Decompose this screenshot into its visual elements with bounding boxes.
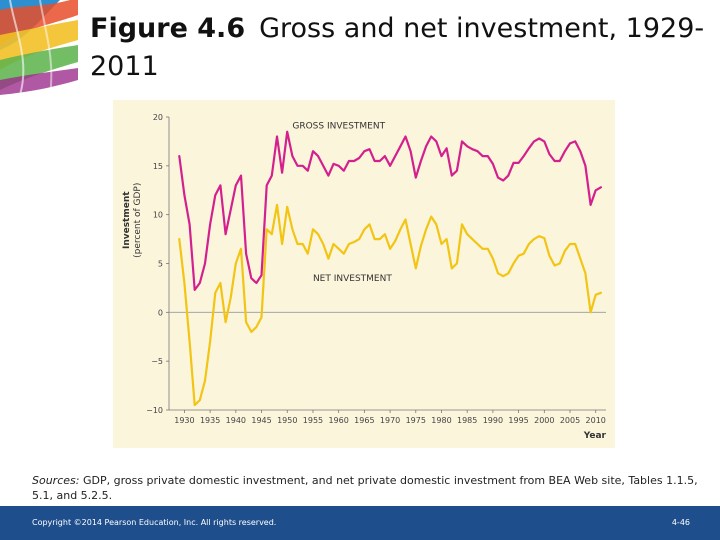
x-tick-label: 1950 <box>277 416 297 425</box>
y-tick-label: 0 <box>158 308 163 317</box>
chart-panel: Investment(percent of GDP) −10 −5 0 5 10 15 20… <box>113 100 615 448</box>
series-line-net-investment <box>178 203 602 407</box>
series-line-gross-investment <box>178 130 602 291</box>
figure-number: Figure 4.6 <box>90 13 246 44</box>
y-tick-label: 15 <box>153 162 163 171</box>
x-tick-label: 1955 <box>303 416 323 425</box>
x-tick-label: 1980 <box>431 416 451 425</box>
y-tick-label: 20 <box>153 113 163 122</box>
footer-copyright: Copyright ©2014 Pearson Education, Inc. … <box>32 518 277 527</box>
x-tick-label: 1935 <box>200 416 220 425</box>
x-tick-label: 1995 <box>508 416 528 425</box>
x-tick-label: 1930 <box>174 416 194 425</box>
x-tick-label: 1940 <box>226 416 246 425</box>
x-tick-label: 2005 <box>560 416 580 425</box>
sources-prefix: Sources: <box>32 474 80 487</box>
x-tick-label: 2010 <box>586 416 606 425</box>
y-tick-label: 10 <box>153 211 163 220</box>
sources-text: GDP, gross private domestic investment, … <box>32 474 698 502</box>
x-tick-label: 2000 <box>534 416 554 425</box>
annotation-net-investment: NET INVESTMENT <box>313 274 392 284</box>
x-tick-label: 1985 <box>457 416 477 425</box>
y-axis-label-line2: (percent of GDP) <box>133 183 143 258</box>
y-tick-label: 5 <box>158 260 163 269</box>
footer-bar: Copyright ©2014 Pearson Education, Inc. … <box>0 506 720 540</box>
annotation-gross-investment: GROSS INVESTMENT <box>292 122 385 132</box>
y-tick-label: −5 <box>151 357 163 366</box>
footer-page-number: 4-46 <box>671 518 690 527</box>
x-axis-label: Year <box>583 431 607 441</box>
y-axis-label: Investment(percent of GDP) <box>122 183 143 258</box>
investment-chart: Investment(percent of GDP) −10 −5 0 5 10 15 20… <box>122 113 607 441</box>
x-tick-label: 1990 <box>483 416 503 425</box>
slide-title: Figure 4.6 Gross and net investment, 1929… <box>90 10 710 86</box>
x-tick-label: 1945 <box>251 416 271 425</box>
sources-note: Sources: GDP, gross private domestic inv… <box>32 473 702 503</box>
x-tick-label: 1975 <box>406 416 426 425</box>
x-tick-label: 1965 <box>354 416 374 425</box>
corner-artwork <box>0 0 78 95</box>
x-tick-label: 1960 <box>328 416 348 425</box>
y-axis-label-line1: Investment <box>122 191 132 249</box>
y-tick-label: −10 <box>146 406 163 415</box>
figure-title-text: Gross and net investment, 1929-2011 <box>90 13 705 82</box>
x-tick-label: 1970 <box>380 416 400 425</box>
